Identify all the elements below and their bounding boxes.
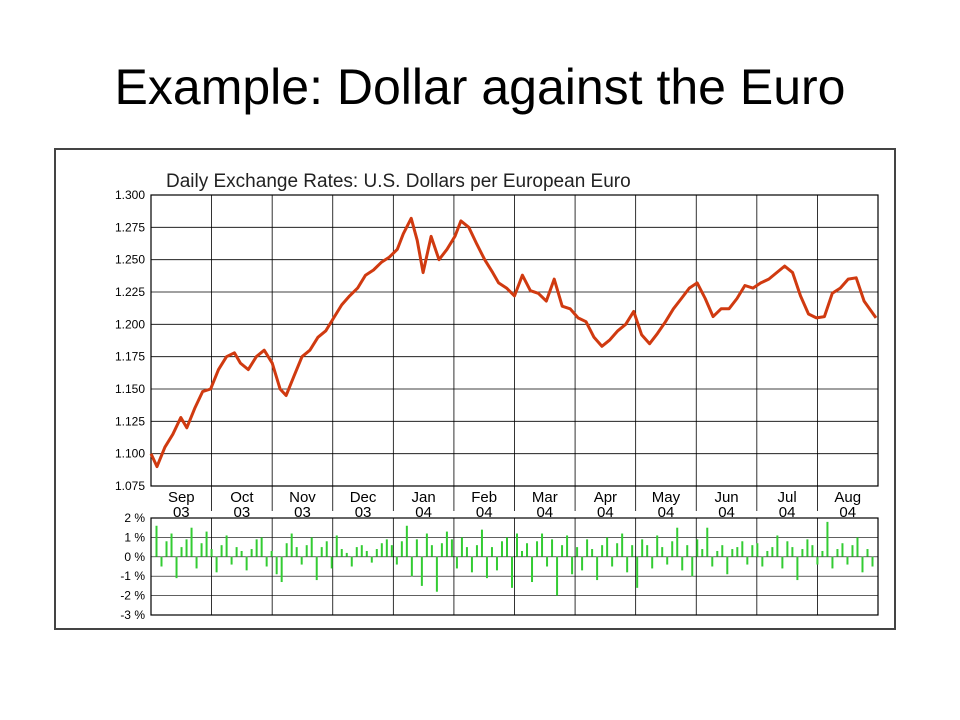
exchange-rate-line — [149, 216, 878, 469]
y-tick-label: 1.250 — [115, 253, 145, 267]
exchange-rate-chart: Daily Exchange Rates: U.S. Dollars per E… — [115, 171, 879, 622]
year-label: 03 — [294, 504, 311, 521]
month-label: Dec — [350, 489, 377, 506]
y-tick-label: 1.075 — [115, 479, 145, 493]
year-label: 04 — [536, 504, 553, 521]
month-label: Jun — [714, 489, 738, 506]
month-label: Aug — [834, 489, 861, 506]
month-label: Jan — [412, 489, 436, 506]
month-label: Sep — [168, 489, 195, 506]
y-tick-label: 1.150 — [115, 382, 145, 396]
month-label: Nov — [289, 489, 316, 506]
year-label: 04 — [476, 504, 493, 521]
pct-tick-label: 0 % — [124, 550, 145, 564]
month-label: Oct — [230, 489, 254, 506]
y-tick-label: 1.100 — [115, 447, 145, 461]
month-label: Jul — [778, 489, 797, 506]
slide-title: Example: Dollar against the Euro — [114, 59, 846, 115]
year-label: 04 — [597, 504, 614, 521]
year-label: 04 — [839, 504, 856, 521]
y-tick-label: 1.175 — [115, 350, 145, 364]
year-label: 03 — [355, 504, 372, 521]
pct-tick-label: 2 % — [124, 511, 145, 525]
year-label: 04 — [415, 504, 432, 521]
chart-frame: Daily Exchange Rates: U.S. Dollars per E… — [54, 148, 896, 630]
chart-title: Daily Exchange Rates: U.S. Dollars per E… — [166, 171, 631, 192]
year-label: 03 — [234, 504, 251, 521]
year-label: 04 — [658, 504, 675, 521]
pct-tick-label: -3 % — [120, 608, 145, 622]
y-tick-label: 1.225 — [115, 285, 145, 299]
year-label: 03 — [173, 504, 190, 521]
year-label: 04 — [779, 504, 796, 521]
pct-tick-label: 1 % — [124, 530, 145, 544]
pct-tick-label: -2 % — [120, 589, 145, 603]
y-tick-label: 1.200 — [115, 317, 145, 331]
pct-tick-label: -1 % — [120, 569, 145, 583]
year-label: 04 — [718, 504, 735, 521]
y-tick-label: 1.125 — [115, 414, 145, 428]
month-label: Mar — [532, 489, 558, 506]
month-label: May — [652, 489, 681, 506]
y-tick-label: 1.300 — [115, 188, 145, 202]
month-label: Feb — [471, 489, 497, 506]
month-label: Apr — [594, 489, 617, 506]
y-tick-label: 1.275 — [115, 220, 145, 234]
